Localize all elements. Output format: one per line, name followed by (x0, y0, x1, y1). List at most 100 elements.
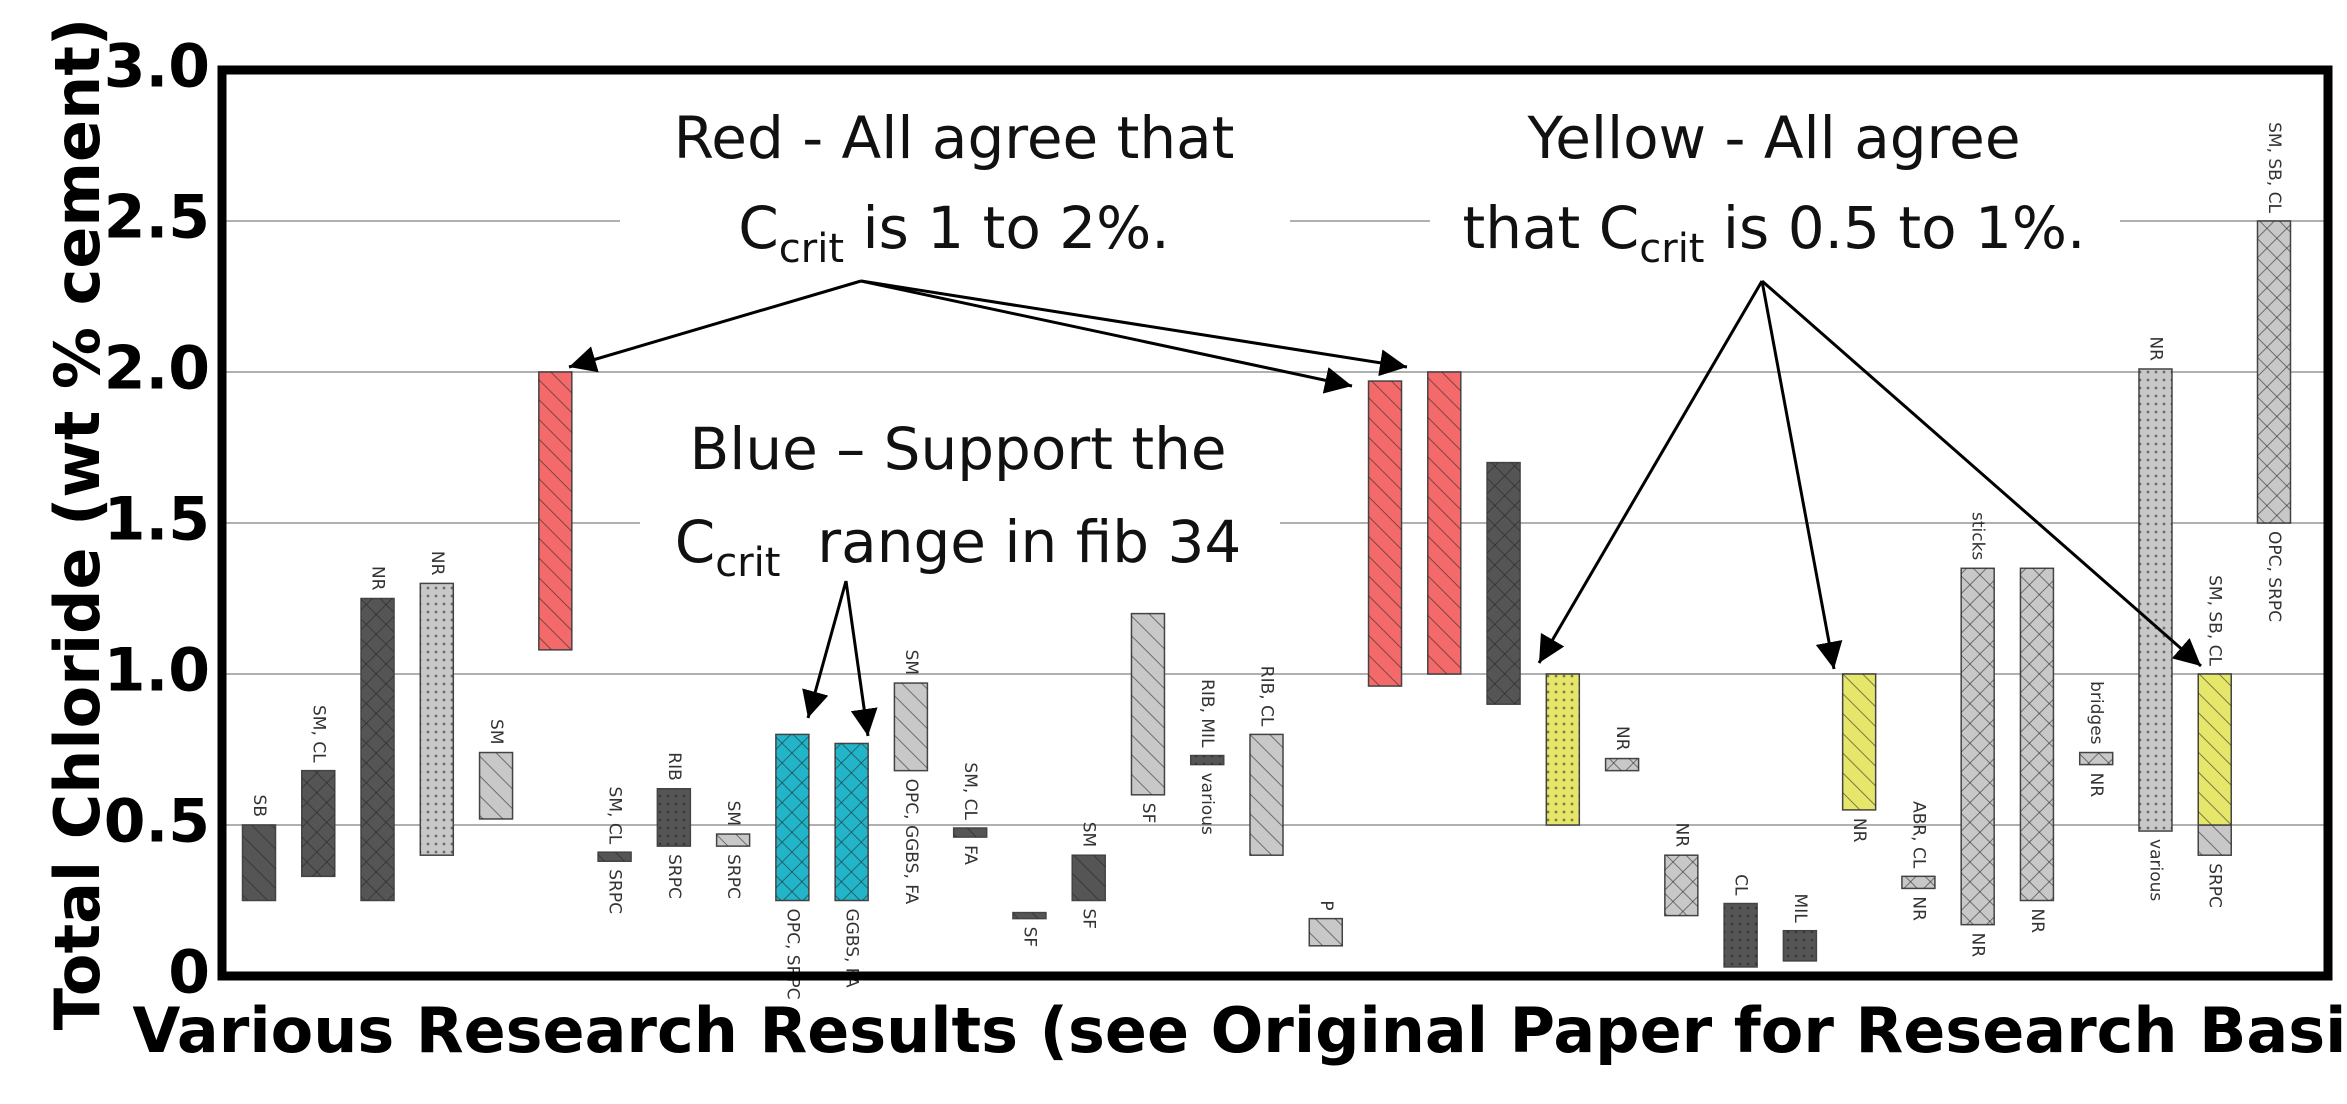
bar-pattern (1842, 674, 1876, 810)
y-tick-label: 2.0 (104, 334, 210, 404)
bar-label: NR (1849, 818, 1869, 843)
bar-label: SM (1079, 822, 1099, 847)
bar-label: RIB, MIL (1197, 679, 1217, 748)
bar-pattern (361, 598, 395, 901)
bar-pattern (894, 683, 928, 771)
bar-label: SM, CL (605, 787, 625, 845)
bar-label: NR (2027, 909, 2047, 934)
bar-label: SM (486, 719, 506, 744)
bar-label: SM, CL (308, 705, 328, 763)
bar-label: NR (427, 551, 447, 576)
bar-label: SM, SB, CL (2264, 122, 2284, 213)
bar-label: ABR, CL (1908, 801, 1928, 869)
bar-label: NR (368, 566, 388, 591)
bar-pattern (835, 743, 869, 901)
bar-label: MIL (1790, 894, 1810, 924)
annotation-text: is 0.5 to 1%. (1704, 194, 2085, 262)
arrow (844, 580, 878, 737)
bar-pattern (598, 852, 632, 862)
arrow (1760, 280, 1843, 670)
annotation-symbol: C (1599, 194, 1640, 262)
bar-label: NR (1612, 726, 1632, 751)
annotations: Red - All agree that Ccrit is 1 to 2%. B… (568, 90, 2202, 737)
bar-pattern (1901, 876, 1935, 889)
x-axis-title: Various Research Results (see Original P… (132, 994, 2347, 1067)
bar-pattern (1783, 930, 1817, 961)
bar-pattern (479, 752, 513, 819)
bar-label: P (1316, 900, 1336, 910)
annotation: Yellow - All agree (1527, 104, 2021, 172)
annotation-subscript: crit (715, 540, 780, 586)
annotation-text: range in fib 34 (780, 508, 1241, 576)
bar-label: FA (960, 845, 980, 865)
bar-label: RIB (664, 752, 684, 781)
bar-pattern (1664, 855, 1698, 916)
y-axis-title: Total Chloride (wt % cement) (41, 18, 114, 1030)
plot-frame (217, 65, 2333, 981)
arrow (568, 279, 862, 373)
y-tick-label: 3.0 (104, 32, 210, 102)
annotation: Ccrit range in fib 34 (675, 508, 1242, 586)
arrow (802, 580, 848, 719)
bar-pattern (1961, 568, 1995, 925)
bar-pattern (2138, 368, 2172, 832)
bar-label: OPC, SRPC (782, 909, 802, 1000)
bar-pattern (1012, 912, 1046, 919)
bar-label: NR (1908, 896, 1928, 921)
bar-label: CL (1731, 874, 1751, 896)
annotation-bg (620, 90, 1290, 265)
bar-label: NR (2145, 336, 2165, 361)
bar-label: SM, SB, CL (2205, 575, 2225, 666)
bar-label: SM, CL (960, 762, 980, 820)
bar-label: OPC, GGBS, FA (901, 779, 921, 905)
y-tick-label: 1.0 (104, 636, 210, 706)
bar-label: sticks (1968, 512, 1988, 560)
bar-pattern (538, 372, 572, 650)
annotation-text: is 1 to 2%. (844, 194, 1170, 262)
bar-pattern (301, 770, 335, 877)
bar-pattern (1309, 918, 1343, 946)
bar-label: SF (1019, 927, 1039, 948)
y-tick-label: 0.5 (104, 787, 210, 857)
bar-label: SB (249, 795, 269, 817)
bar-pattern (1546, 674, 1580, 825)
bar-label: NR (1968, 933, 1988, 958)
arrow (860, 279, 1353, 394)
bar-label: bridges (2086, 681, 2106, 745)
arrow (860, 279, 1408, 377)
bar-label: SF (1079, 909, 1099, 930)
annotation: Ccrit is 1 to 2%. (738, 194, 1169, 272)
annotation-symbol: C (675, 508, 716, 576)
bar-label: SRPC (723, 854, 743, 899)
bar-label: various (2145, 839, 2165, 901)
bar-pattern (2198, 674, 2232, 825)
annotation-symbol: C (738, 194, 779, 262)
bar-pattern (1131, 613, 1165, 795)
y-tick-label: 2.5 (104, 183, 210, 253)
bar-label: SM (723, 801, 743, 826)
annotation: Red - All agree that (674, 104, 1235, 172)
annotation: that Ccrit is 0.5 to 1%. (1463, 194, 2086, 272)
arrow (1761, 279, 2202, 668)
arrows (568, 279, 2202, 737)
bar-pattern (2198, 825, 2232, 856)
bar-label: RIB, CL (1257, 666, 1277, 727)
annotation-bg (1430, 90, 2120, 265)
bar-pattern (2020, 568, 2054, 901)
bar-label: SRPC (664, 854, 684, 899)
bar-label: NR (1671, 823, 1691, 848)
bar-label: various (1197, 773, 1217, 835)
arrow (1537, 280, 1764, 664)
ticks: 0 0.5 1.0 1.5 2.0 2.5 3.0 (104, 32, 210, 1008)
bar-pattern (657, 788, 691, 847)
bar-pattern (1487, 462, 1521, 705)
annotation-subscript: crit (779, 226, 844, 272)
bar-label: SRPC (2205, 863, 2225, 908)
bar-pattern (1724, 903, 1758, 967)
y-tick-label: 0 (168, 938, 210, 1008)
bar-label: SF (1138, 803, 1158, 824)
bars: SB SM, CL NR NR SM SM, CL SRPC RIB SRPC SM SRPC OPC… (241, 122, 2292, 1000)
bar-pattern (1190, 755, 1224, 765)
bar-label: SM (901, 650, 921, 675)
